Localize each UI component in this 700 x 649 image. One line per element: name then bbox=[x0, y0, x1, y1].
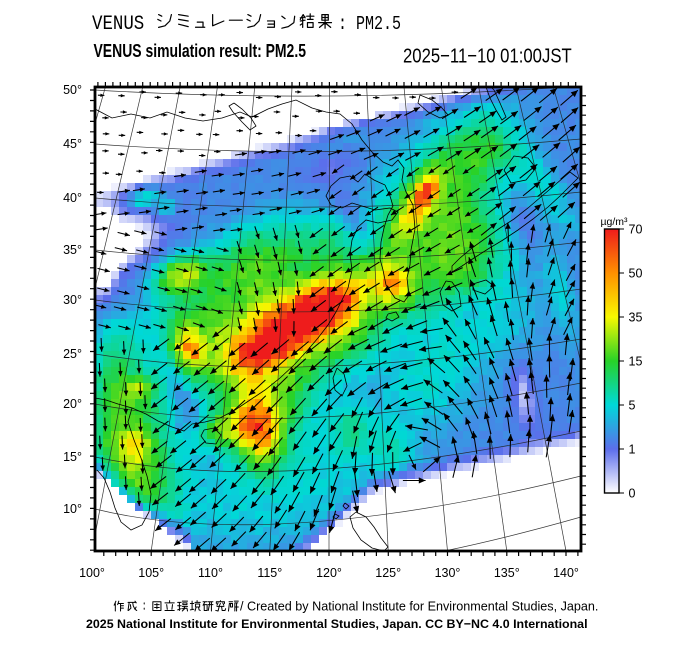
svg-text:15: 15 bbox=[629, 354, 643, 368]
svg-text:2025 National Institute for En: 2025 National Institute for Environmenta… bbox=[86, 617, 588, 631]
svg-text:105°: 105° bbox=[138, 566, 164, 580]
svg-text:15°: 15° bbox=[63, 450, 82, 464]
svg-text:2025−11−10 01:00JST: 2025−11−10 01:00JST bbox=[403, 44, 572, 67]
svg-text:30°: 30° bbox=[63, 293, 82, 307]
svg-text:: PM2.5: : PM2.5 bbox=[338, 15, 401, 36]
svg-text:40°: 40° bbox=[63, 191, 82, 205]
svg-text:100°: 100° bbox=[79, 566, 105, 580]
svg-text:70: 70 bbox=[629, 222, 643, 236]
svg-text:130°: 130° bbox=[435, 566, 461, 580]
svg-text:50: 50 bbox=[629, 266, 643, 280]
svg-text:115°: 115° bbox=[257, 566, 282, 580]
svg-text:110°: 110° bbox=[198, 566, 223, 580]
svg-text:VENUS simulation result: PM2.5: VENUS simulation result: PM2.5 bbox=[94, 41, 306, 61]
svg-text:35: 35 bbox=[629, 310, 643, 324]
svg-text:25°: 25° bbox=[63, 347, 82, 361]
svg-text:µg/m³: µg/m³ bbox=[601, 216, 629, 228]
svg-text:5: 5 bbox=[629, 398, 636, 412]
svg-text:35°: 35° bbox=[63, 243, 82, 257]
svg-text:0: 0 bbox=[629, 486, 636, 500]
svg-text:20°: 20° bbox=[63, 397, 82, 411]
svg-text:120°: 120° bbox=[316, 566, 342, 580]
svg-text:/ Created by National Institut: / Created by National Institute for Envi… bbox=[240, 600, 598, 614]
svg-text:1: 1 bbox=[629, 442, 636, 456]
svg-text:10°: 10° bbox=[63, 502, 82, 516]
svg-text:VENUS: VENUS bbox=[92, 12, 144, 36]
svg-text:50°: 50° bbox=[63, 83, 82, 97]
svg-text:140°: 140° bbox=[553, 566, 579, 580]
svg-text:135°: 135° bbox=[494, 566, 520, 580]
svg-text:45°: 45° bbox=[63, 137, 82, 151]
svg-text:125°: 125° bbox=[375, 566, 401, 580]
